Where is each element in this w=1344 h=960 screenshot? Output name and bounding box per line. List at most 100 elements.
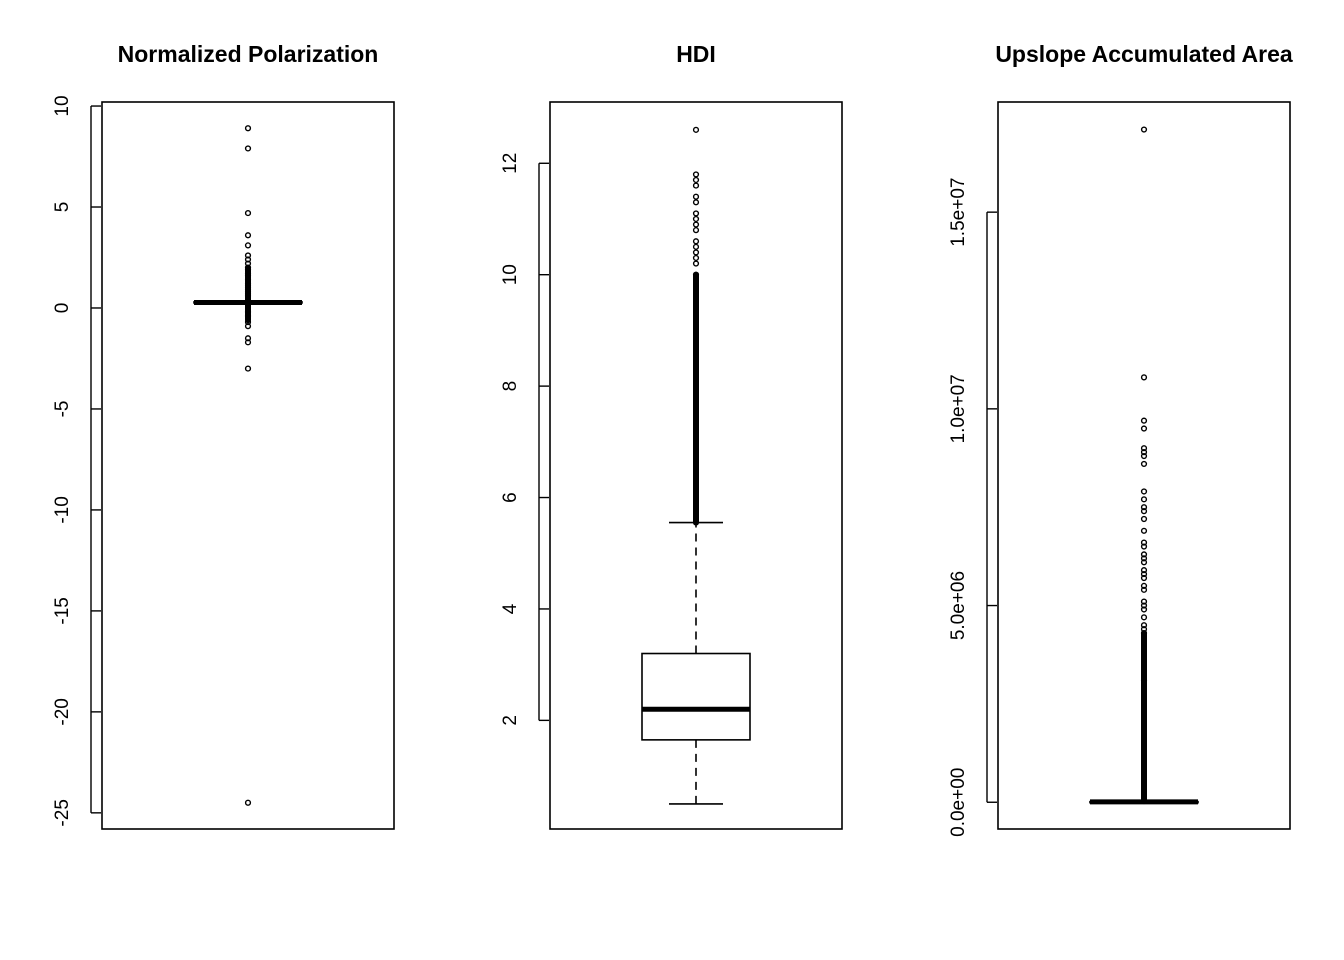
outlier-point xyxy=(244,335,252,342)
outlier-point xyxy=(1140,527,1148,534)
panel-upslope-accumulated-area: Upslope Accumulated Area 0.0e+00 5.0e+06 1.… xyxy=(948,41,1293,837)
y-tick-label: 10 xyxy=(52,95,73,116)
outlier-point xyxy=(1140,555,1148,562)
y-tick-label: -10 xyxy=(52,496,73,523)
outlier-point xyxy=(244,288,252,295)
y-tick-label: -15 xyxy=(52,597,73,624)
outlier-point xyxy=(1140,449,1148,456)
y-tick-label: 10 xyxy=(500,264,521,285)
outlier-point xyxy=(1140,614,1148,621)
outlier-point xyxy=(692,182,700,189)
outlier-point xyxy=(1140,598,1148,605)
outlier-point xyxy=(692,210,700,217)
chart-title: Normalized Polarization xyxy=(118,41,379,67)
outlier-point xyxy=(692,249,700,256)
outlier-point xyxy=(244,266,252,273)
outlier-point xyxy=(244,799,252,806)
outlier-point xyxy=(1140,504,1148,511)
outlier-point xyxy=(244,308,252,316)
outlier-point xyxy=(244,312,252,320)
outlier-point xyxy=(692,254,700,262)
outlier-point xyxy=(692,238,700,245)
outlier-point xyxy=(1140,488,1148,495)
outlier-point xyxy=(692,243,700,250)
outlier-point xyxy=(244,339,252,346)
outlier-point xyxy=(1140,602,1148,609)
outlier-point xyxy=(1140,551,1148,558)
iqr-box xyxy=(641,652,751,741)
outlier-point xyxy=(1140,543,1148,550)
plot-frame xyxy=(997,101,1291,830)
y-tick-label: 5 xyxy=(52,202,73,213)
y-tick-label: -5 xyxy=(52,401,73,418)
outlier-point xyxy=(244,365,252,372)
outlier-point xyxy=(244,125,252,132)
outlier-point xyxy=(244,242,252,249)
outlier-point xyxy=(1140,677,1148,684)
y-tick-label: 1.0e+07 xyxy=(948,374,969,443)
outlier-point xyxy=(244,209,252,217)
outlier-point xyxy=(1140,417,1148,424)
outlier-point xyxy=(1140,582,1148,589)
panel-normalized-polarization: Normalized Polarization -25 -20 -15 -10 -5 0 5 1… xyxy=(52,41,395,830)
outlier-point xyxy=(244,284,252,291)
y-tick-label: 0 xyxy=(52,303,73,314)
y-tick-label: 5.0e+06 xyxy=(948,571,969,640)
outlier-point xyxy=(1140,626,1148,633)
outlier-point xyxy=(244,256,252,263)
outlier-point xyxy=(692,221,700,228)
y-tick-label: 12 xyxy=(500,153,521,174)
outlier-point xyxy=(244,282,252,289)
outlier-point xyxy=(244,290,252,297)
outlier-point xyxy=(1140,374,1148,381)
outlier-point xyxy=(1140,539,1148,546)
outlier-point xyxy=(692,199,700,206)
outlier-point xyxy=(1140,559,1148,566)
outlier-point xyxy=(244,292,252,299)
chart-title: Upslope Accumulated Area xyxy=(995,41,1293,67)
outlier-point xyxy=(244,319,252,326)
outlier-point xyxy=(244,145,252,152)
outlier-point xyxy=(692,227,700,234)
outlier-point xyxy=(692,126,700,133)
y-tick-label: -25 xyxy=(52,799,73,826)
outlier-point xyxy=(1140,452,1148,460)
y-tick-label: -20 xyxy=(52,698,73,725)
outlier-point xyxy=(692,271,700,278)
outlier-point xyxy=(244,264,252,271)
y-tick-label: 4 xyxy=(500,603,521,614)
outlier-point xyxy=(244,323,252,330)
outlier-point xyxy=(244,276,252,283)
panel-hdi: HDI 2 4 6 8 10 12 xyxy=(500,41,843,830)
outlier-point xyxy=(1140,622,1148,629)
outlier-point xyxy=(1140,606,1148,613)
plot-frame xyxy=(101,101,395,830)
plot-frame xyxy=(549,101,843,830)
y-tick-label: 0.0e+00 xyxy=(948,768,969,837)
y-tick-label: 6 xyxy=(500,492,521,503)
outlier-point xyxy=(692,193,700,200)
outlier-point xyxy=(692,260,700,267)
outlier-point xyxy=(1140,570,1148,578)
outlier-point xyxy=(692,171,700,178)
outlier-point xyxy=(1140,445,1148,452)
outlier-point xyxy=(1140,508,1148,515)
outlier-point xyxy=(244,272,252,279)
outlier-point xyxy=(244,286,252,293)
y-tick-label: 1.5e+07 xyxy=(948,178,969,247)
outlier-point xyxy=(244,270,252,277)
y-tick-label: 2 xyxy=(500,715,521,726)
outlier-point xyxy=(1140,515,1148,523)
outlier-point xyxy=(692,215,700,223)
outlier-point xyxy=(1140,567,1148,574)
outlier-point xyxy=(1140,574,1148,582)
outlier-point xyxy=(244,280,252,287)
outlier-point xyxy=(1140,460,1148,468)
outlier-point xyxy=(1140,496,1148,503)
outlier-point xyxy=(1140,425,1148,432)
outlier-point xyxy=(244,252,252,259)
outlier-point xyxy=(692,176,700,184)
outlier-point xyxy=(1140,126,1148,133)
outlier-point xyxy=(244,260,252,267)
